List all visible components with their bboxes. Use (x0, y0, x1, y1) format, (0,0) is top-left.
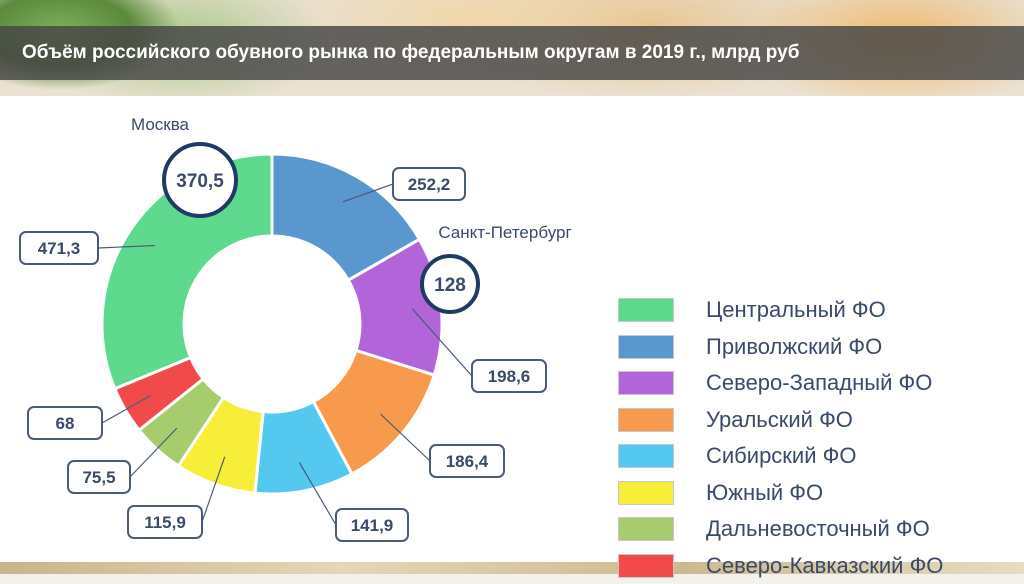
city-callout-name: Москва (131, 115, 190, 134)
legend-label: Центральный ФО (706, 297, 886, 323)
legend-item: Сибирский ФО (618, 438, 1008, 475)
city-callout-value: 370,5 (176, 171, 224, 192)
value-label: 471,3 (38, 239, 81, 258)
legend-label: Северо-Кавказский ФО (706, 553, 943, 579)
legend-label: Приволжский ФО (706, 334, 882, 360)
value-label: 198,6 (488, 367, 531, 386)
value-label: 115,9 (144, 513, 186, 532)
value-label: 141,9 (351, 516, 394, 535)
legend: Центральный ФО Приволжский ФО Северо-Зап… (618, 292, 1008, 584)
legend-item: Центральный ФО (618, 292, 1008, 329)
donut-chart: 252,2 198,6 186,4 141,9 115,9 75,5 68 471,3 370,… (0, 96, 600, 562)
chart-panel: 252,2 198,6 186,4 141,9 115,9 75,5 68 471,3 370,… (0, 96, 1024, 562)
legend-item: Северо-Кавказский ФО (618, 548, 1008, 584)
legend-item: Северо-Западный ФО (618, 365, 1008, 402)
legend-swatch (618, 371, 674, 395)
legend-swatch (618, 554, 674, 578)
legend-label: Северо-Западный ФО (706, 370, 932, 396)
value-label: 75,5 (82, 468, 115, 487)
title-bar: Объём российского обувного рынка по феде… (0, 26, 1024, 80)
legend-swatch (618, 298, 674, 322)
legend-item: Южный ФО (618, 475, 1008, 512)
legend-item: Дальневосточный ФО (618, 511, 1008, 548)
value-label: 68 (56, 414, 75, 433)
legend-label: Южный ФО (706, 480, 823, 506)
legend-swatch (618, 444, 674, 468)
legend-item: Приволжский ФО (618, 329, 1008, 366)
legend-swatch (618, 517, 674, 541)
city-callout-name: Санкт-Петербург (438, 223, 571, 242)
page-title: Объём российского обувного рынка по феде… (0, 42, 799, 64)
city-callout-value: 128 (434, 275, 466, 296)
legend-label: Дальневосточный ФО (706, 516, 930, 542)
value-label: 186,4 (446, 452, 489, 471)
legend-swatch (618, 481, 674, 505)
legend-item: Уральский ФО (618, 402, 1008, 439)
value-label: 252,2 (408, 175, 451, 194)
legend-label: Сибирский ФО (706, 443, 856, 469)
legend-label: Уральский ФО (706, 407, 853, 433)
legend-swatch (618, 335, 674, 359)
legend-swatch (618, 408, 674, 432)
